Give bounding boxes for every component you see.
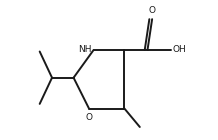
Text: OH: OH [172, 46, 186, 54]
Text: O: O [149, 6, 156, 15]
Text: NH: NH [78, 46, 92, 54]
Text: O: O [85, 113, 92, 122]
